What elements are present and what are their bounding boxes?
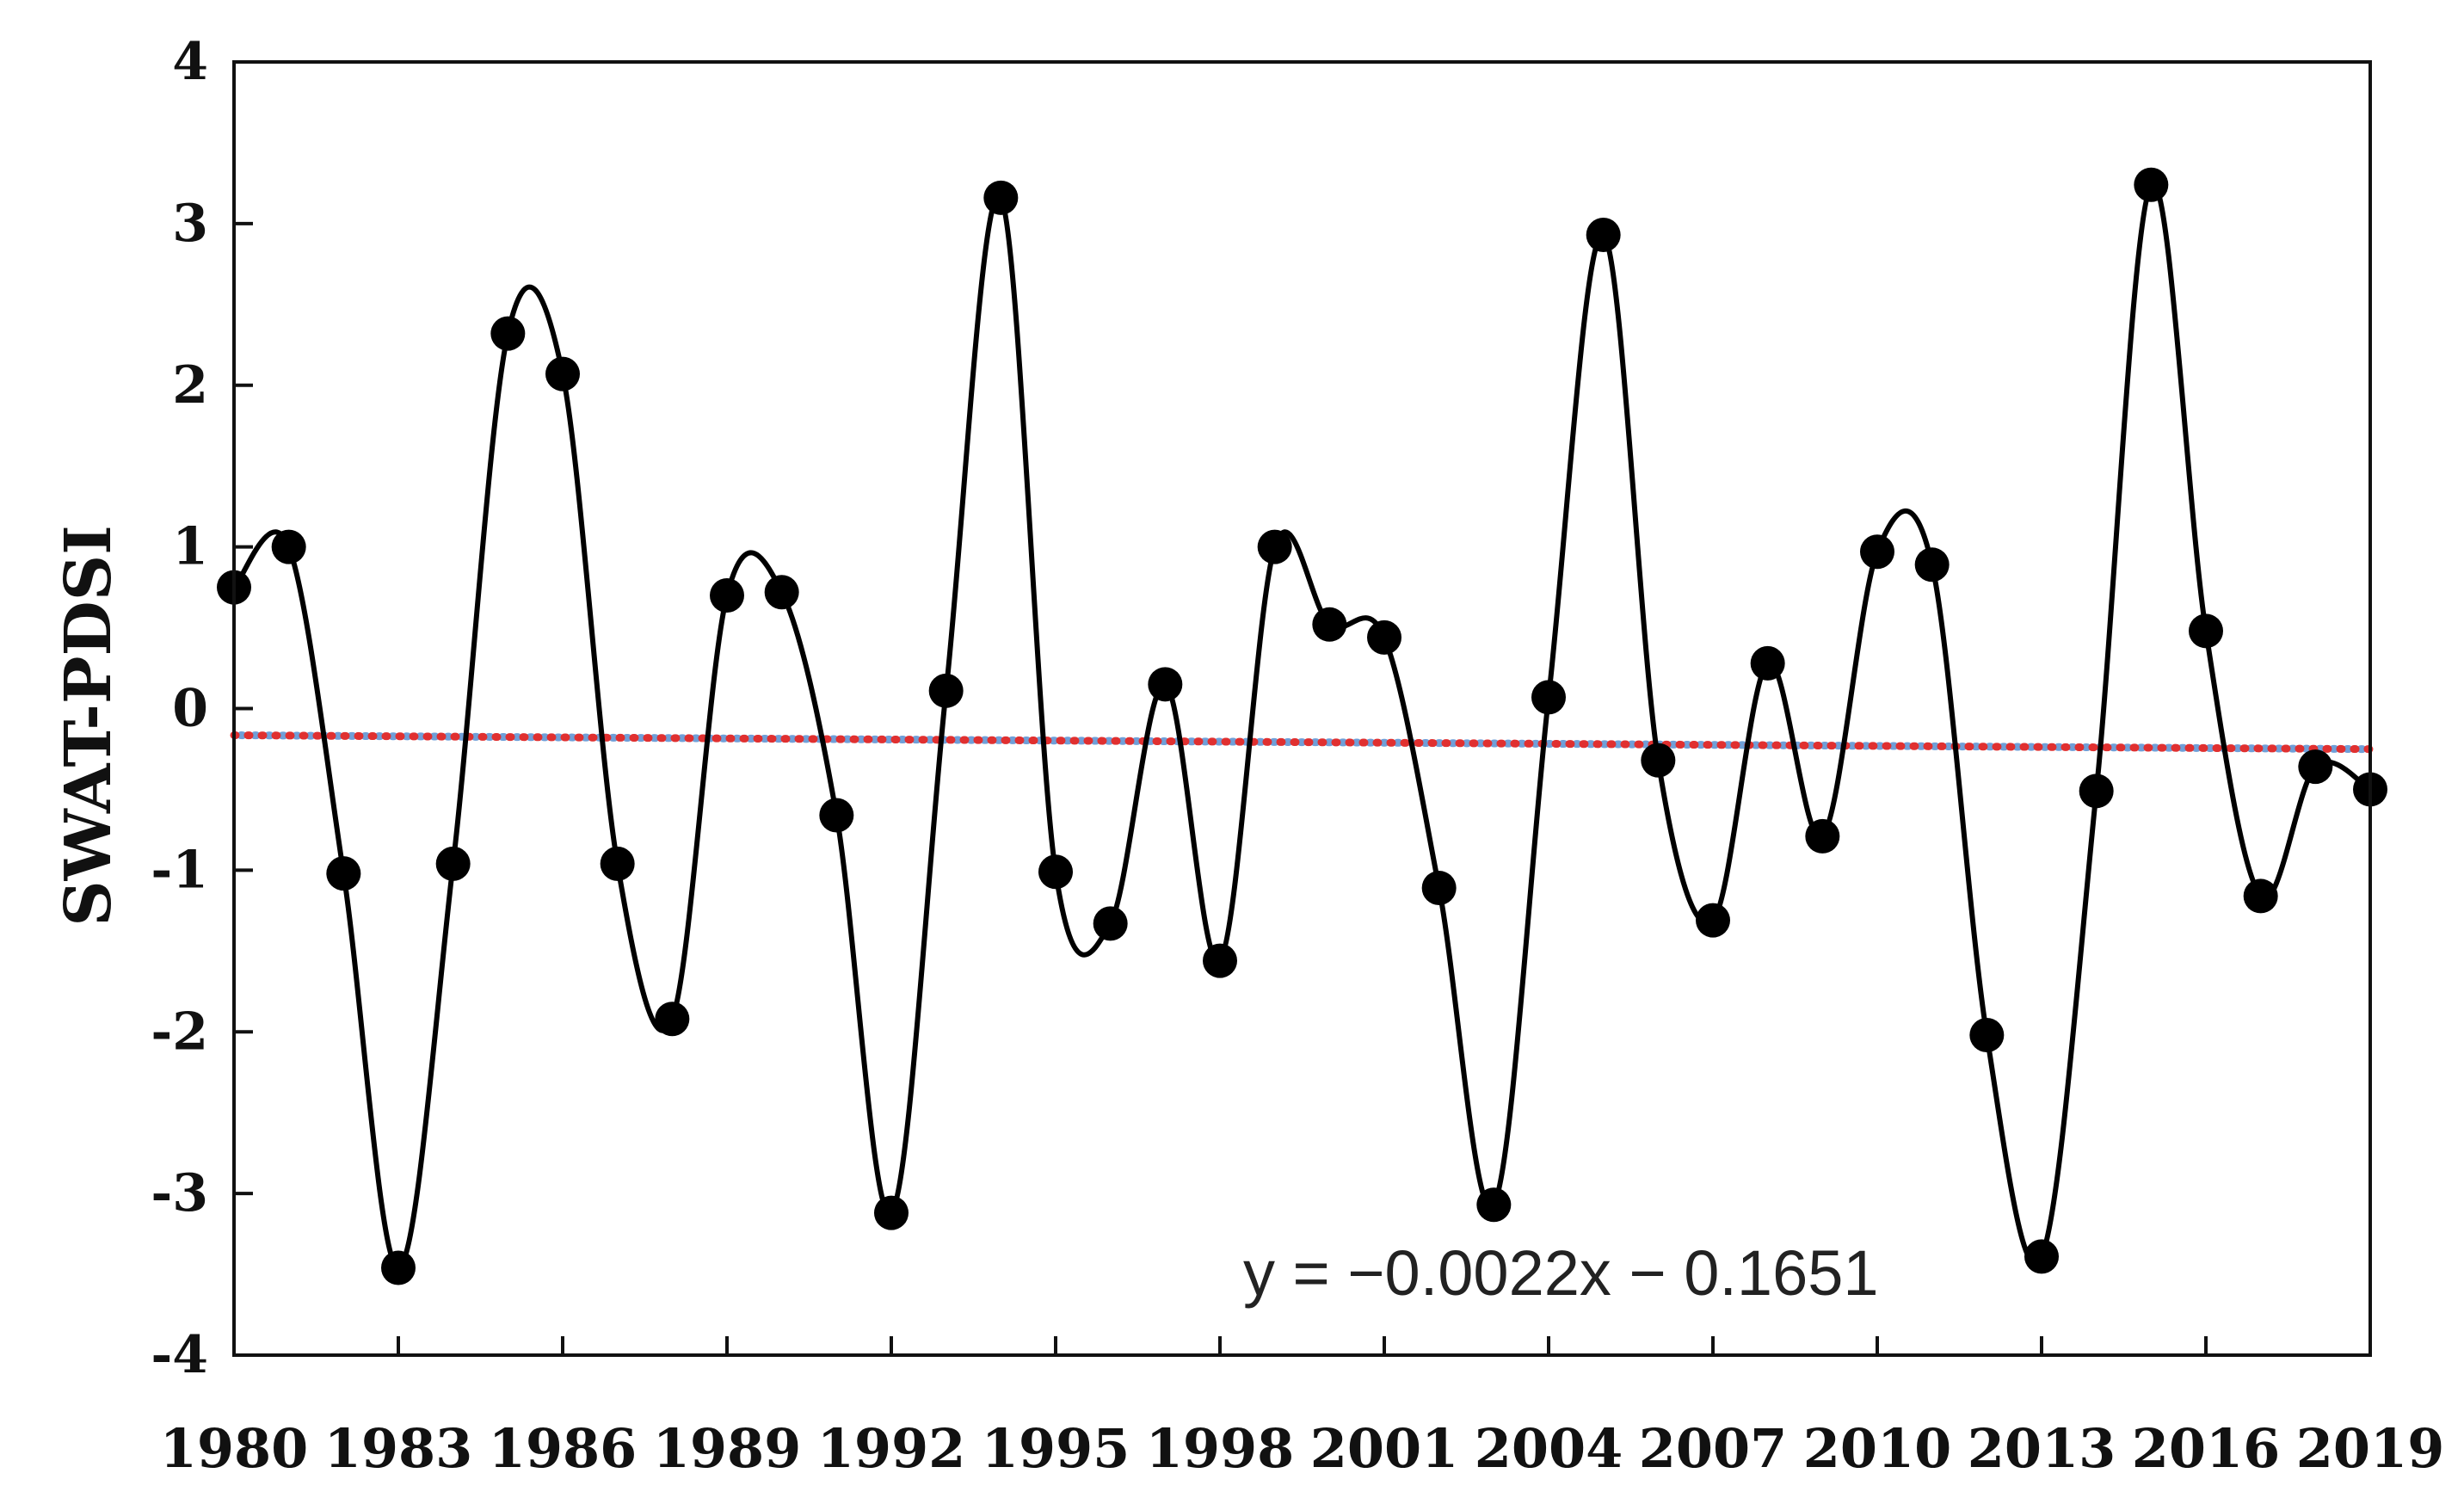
- data-point-1993: [928, 673, 964, 708]
- y-tick-label: 1: [172, 517, 208, 577]
- data-point-2007: [1696, 903, 1730, 938]
- data-point-1986: [545, 356, 580, 391]
- x-tick-label: 1983: [324, 1417, 473, 1480]
- data-point-2013: [2024, 1239, 2059, 1274]
- data-point-1983: [381, 1250, 416, 1285]
- data-points: [217, 167, 2387, 1285]
- data-point-2001: [1367, 619, 1401, 655]
- x-tick-label: 2007: [1639, 1417, 1788, 1480]
- x-tick-label: 2013: [1968, 1417, 2116, 1480]
- data-point-2002: [1421, 871, 1457, 906]
- x-tick-label: 2001: [1310, 1417, 1459, 1480]
- data-point-1987: [600, 846, 635, 881]
- data-point-1998: [1203, 943, 1237, 978]
- x-tick-label: 1995: [982, 1417, 1130, 1480]
- y-tick-label: -1: [151, 840, 208, 900]
- data-point-1997: [1148, 667, 1183, 702]
- plot-frame: [232, 60, 2372, 1357]
- data-point-2011: [1914, 547, 1950, 582]
- data-point-1981: [271, 529, 306, 564]
- x-tick-label: 1998: [1146, 1417, 1295, 1480]
- data-point-2009: [1805, 818, 1840, 854]
- data-point-1999: [1257, 529, 1292, 564]
- trend-equation: y = −0.0022x − 0.1651: [1243, 1237, 1879, 1309]
- data-point-2014: [2079, 774, 2114, 809]
- data-point-1989: [710, 577, 744, 613]
- y-tick-label: -2: [151, 1002, 208, 1062]
- x-tick-label: 1992: [817, 1417, 966, 1480]
- data-point-2010: [1860, 534, 1894, 570]
- data-point-1988: [655, 1002, 690, 1037]
- data-point-1995: [1038, 854, 1073, 890]
- data-point-2012: [1969, 1018, 2005, 1053]
- y-axis-label: SWAT-PDSI: [52, 525, 126, 927]
- y-tick-label: -4: [151, 1325, 208, 1385]
- data-point-1990: [764, 575, 799, 610]
- data-point-2008: [1750, 645, 1785, 681]
- y-tick-label: 4: [172, 32, 208, 92]
- series-lines: [230, 181, 2375, 1271]
- data-point-2017: [2243, 878, 2278, 914]
- y-tick-label: -3: [151, 1163, 208, 1224]
- data-point-2015: [2134, 167, 2169, 202]
- data-point-1994: [983, 180, 1019, 215]
- data-point-2016: [2189, 613, 2223, 649]
- x-axis-ticks: 1980 1983 1986 1989 1992 1995 1998 2001 2004 2007…: [160, 1336, 2445, 1480]
- y-tick-label: 2: [172, 355, 208, 416]
- data-point-2005: [1586, 218, 1621, 253]
- x-tick-label: 2010: [1803, 1417, 1952, 1480]
- y-tick-label: 3: [172, 194, 208, 254]
- data-point-2000: [1312, 607, 1347, 642]
- data-point-2018: [2298, 749, 2333, 785]
- y-axis-ticks: 4 3 2 1 0 -1 -2 -3 -4: [151, 32, 253, 1385]
- x-tick-label: 2019: [2296, 1417, 2445, 1480]
- x-tick-label: 2016: [2132, 1417, 2281, 1480]
- data-point-2003: [1476, 1187, 1512, 1223]
- trend-line-red: [230, 730, 2375, 754]
- data-point-1992: [874, 1195, 909, 1230]
- x-tick-label: 2004: [1475, 1417, 1623, 1480]
- data-point-1984: [435, 846, 471, 881]
- data-point-1996: [1093, 906, 1128, 941]
- data-point-2004: [1531, 680, 1566, 715]
- x-tick-label: 1989: [653, 1417, 802, 1480]
- data-point-1985: [490, 316, 526, 351]
- x-tick-label: 1980: [160, 1417, 309, 1480]
- y-tick-label: 0: [172, 679, 208, 739]
- data-point-2006: [1641, 743, 1676, 778]
- data-point-1982: [326, 856, 361, 891]
- pdsi-series-line: [231, 181, 2372, 1271]
- data-point-1991: [819, 798, 854, 833]
- x-tick-label: 1986: [489, 1417, 638, 1480]
